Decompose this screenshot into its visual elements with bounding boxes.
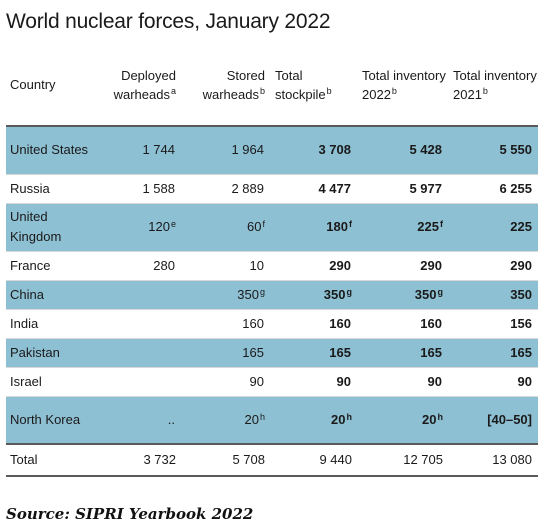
header-inventory-2021: Total inventory 2021b xyxy=(449,44,538,127)
inventory-2021-cell: [40–50] xyxy=(449,396,538,445)
stored-cell: 90 xyxy=(182,367,271,397)
table-row: India 160 160 160 156 xyxy=(6,309,538,339)
country-cell: France xyxy=(6,251,94,281)
table-row: France 280 10 290 290 290 xyxy=(6,251,538,281)
deployed-cell: 280 xyxy=(94,251,182,281)
nuclear-forces-table: Country Deployed warheadsa Stored warhea… xyxy=(6,44,538,477)
total-inventory-2022: 12 705 xyxy=(358,443,449,477)
total-row: Total 3 732 5 708 9 440 12 705 13 080 xyxy=(6,443,538,477)
country-cell: Pakistan xyxy=(6,338,94,368)
stored-cell: 2 889 xyxy=(182,174,271,204)
inventory-2022-cell: 5 977 xyxy=(358,174,449,204)
inventory-2022-cell: 90 xyxy=(358,367,449,397)
source-note: Source: SIPRI Yearbook 2022 xyxy=(6,505,254,523)
deployed-cell: 120e xyxy=(94,203,182,252)
total-inventory-2021: 13 080 xyxy=(449,443,538,477)
deployed-cell xyxy=(94,309,182,339)
inventory-2022-cell: 160 xyxy=(358,309,449,339)
deployed-cell xyxy=(94,367,182,397)
header-stored: Stored warheadsb xyxy=(182,44,271,127)
inventory-2021-cell: 6 255 xyxy=(449,174,538,204)
inventory-2021-cell: 290 xyxy=(449,251,538,281)
stored-cell: 350g xyxy=(182,280,271,310)
table-row: United Kingdom 120e 60f 180f 225f 225 xyxy=(6,203,538,252)
table-row: North Korea.. 20h 20h 20h [40–50] xyxy=(6,396,538,445)
stockpile-cell: 20h xyxy=(271,396,358,445)
inventory-2022-cell: 225f xyxy=(358,203,449,252)
stored-cell: 165 xyxy=(182,338,271,368)
inventory-2021-cell: 225 xyxy=(449,203,538,252)
header-row: Country Deployed warheadsa Stored warhea… xyxy=(6,44,538,127)
stockpile-cell: 290 xyxy=(271,251,358,281)
stored-cell: 1 964 xyxy=(182,126,271,175)
total-stockpile: 9 440 xyxy=(271,443,358,477)
header-stockpile: Total stockpileb xyxy=(271,44,358,127)
table-title: World nuclear forces, January 2022 xyxy=(6,10,331,33)
inventory-2021-cell: 165 xyxy=(449,338,538,368)
stored-cell: 160 xyxy=(182,309,271,339)
stockpile-cell: 4 477 xyxy=(271,174,358,204)
country-cell: United States xyxy=(6,126,94,175)
deployed-cell xyxy=(94,338,182,368)
country-cell: China xyxy=(6,280,94,310)
stored-cell: 20h xyxy=(182,396,271,445)
table-row: Israel 90 90 90 90 xyxy=(6,367,538,397)
inventory-2022-cell: 5 428 xyxy=(358,126,449,175)
inventory-2021-cell: 90 xyxy=(449,367,538,397)
inventory-2022-cell: 165 xyxy=(358,338,449,368)
header-country: Country xyxy=(6,44,94,127)
stored-cell: 10 xyxy=(182,251,271,281)
stockpile-cell: 90 xyxy=(271,367,358,397)
deployed-cell xyxy=(94,280,182,310)
total-deployed: 3 732 xyxy=(94,443,182,477)
table-row: China 350g 350g 350g 350 xyxy=(6,280,538,310)
inventory-2022-cell: 350g xyxy=(358,280,449,310)
stockpile-cell: 350g xyxy=(271,280,358,310)
total-label: Total xyxy=(6,443,94,477)
header-inventory-2022: Total inventory 2022b xyxy=(358,44,449,127)
inventory-2022-cell: 20h xyxy=(358,396,449,445)
deployed-cell: .. xyxy=(94,396,182,445)
stockpile-cell: 180f xyxy=(271,203,358,252)
stockpile-cell: 165 xyxy=(271,338,358,368)
table-row: Pakistan 165 165 165 165 xyxy=(6,338,538,368)
header-deployed: Deployed warheadsa xyxy=(94,44,182,127)
country-cell: North Korea xyxy=(6,396,94,445)
stockpile-cell: 3 708 xyxy=(271,126,358,175)
table-row: Russia 1 588 2 889 4 477 5 977 6 255 xyxy=(6,174,538,204)
inventory-2021-cell: 350 xyxy=(449,280,538,310)
inventory-2021-cell: 5 550 xyxy=(449,126,538,175)
deployed-cell: 1 588 xyxy=(94,174,182,204)
country-cell: India xyxy=(6,309,94,339)
table-row: United States 1 744 1 964 3 708 5 428 5 550 xyxy=(6,126,538,175)
country-cell: Israel xyxy=(6,367,94,397)
total-stored: 5 708 xyxy=(182,443,271,477)
country-cell: United Kingdom xyxy=(6,203,94,252)
deployed-cell: 1 744 xyxy=(94,126,182,175)
stockpile-cell: 160 xyxy=(271,309,358,339)
stored-cell: 60f xyxy=(182,203,271,252)
inventory-2022-cell: 290 xyxy=(358,251,449,281)
inventory-2021-cell: 156 xyxy=(449,309,538,339)
country-cell: Russia xyxy=(6,174,94,204)
